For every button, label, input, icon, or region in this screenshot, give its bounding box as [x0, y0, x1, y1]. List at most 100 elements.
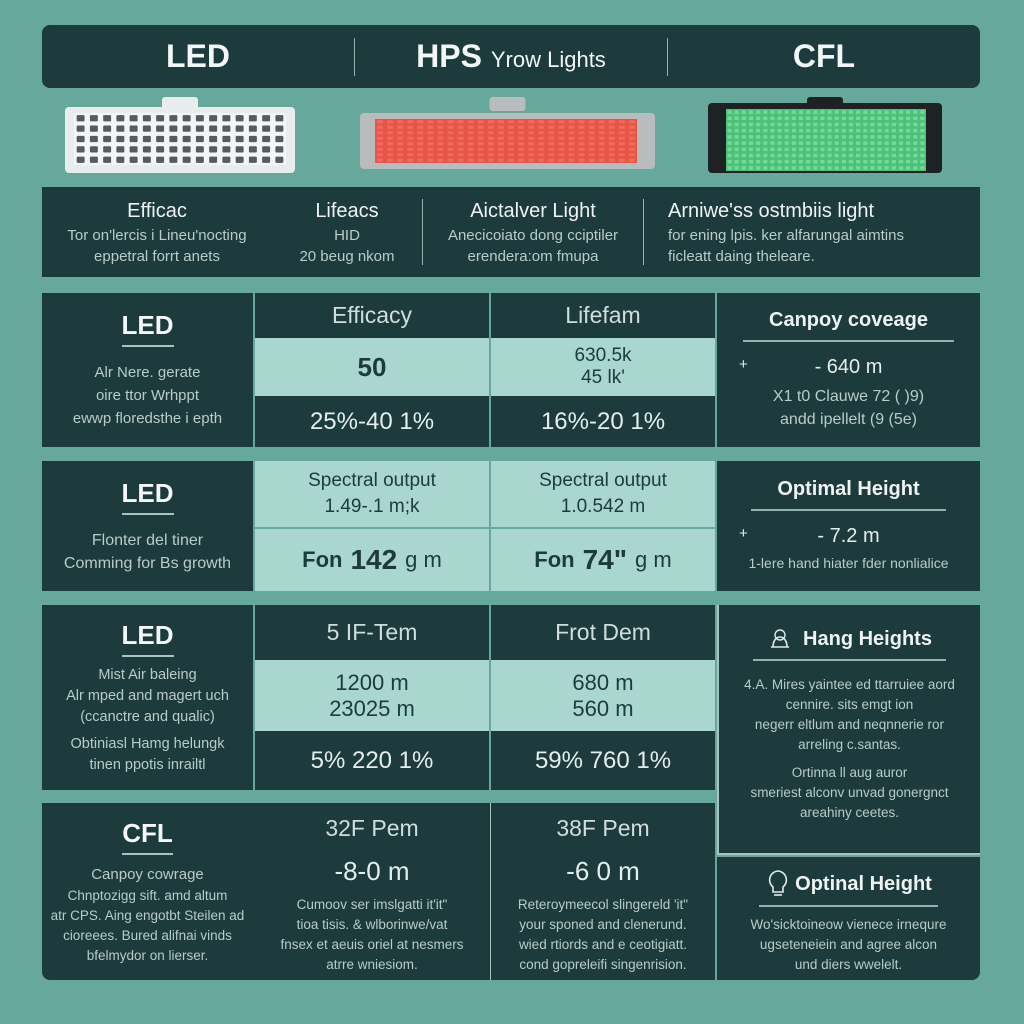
led-diode: [156, 125, 165, 132]
led-diode: [784, 159, 789, 164]
led-diode: [497, 153, 504, 157]
row2-label-cell: LED Flonter del tiner Comming for Bs grow…: [42, 461, 253, 591]
led-diode: [209, 135, 218, 143]
led-diode: [548, 153, 555, 157]
lamp-panel: [375, 119, 637, 163]
led-diode: [116, 146, 125, 153]
led-diode: [129, 156, 138, 163]
optimal-height-note-panel: Optinal Height Wo'sicktoineow vienece ir…: [717, 857, 980, 980]
led-diode: [235, 156, 244, 163]
led-diode: [477, 131, 484, 135]
led-diode: [906, 141, 911, 145]
led-diode: [827, 147, 832, 152]
led-diode: [497, 147, 504, 151]
led-diode: [827, 135, 832, 139]
led-diode: [262, 115, 271, 122]
led-diode: [618, 158, 625, 162]
led-diode: [548, 158, 555, 162]
led-diode: [116, 115, 125, 122]
led-diode: [856, 141, 861, 145]
led-diode: [568, 136, 575, 140]
row4-col3: 38F Pem -6 0 m Reteroymeecol slingereld …: [517, 815, 689, 972]
band-item: Efficac Tor on'lercis i Lineu'nocting eppe…: [67, 199, 247, 265]
led-diode: [628, 147, 635, 151]
led-diode: [884, 110, 889, 114]
led-diode: [129, 135, 138, 143]
led-diode: [791, 147, 796, 152]
led-diode: [777, 122, 782, 127]
led-diode: [397, 147, 404, 151]
led-diode: [417, 125, 424, 129]
value-cell: Fon 142 g m: [255, 529, 489, 591]
led-diode: [568, 158, 575, 162]
led-diode: [487, 136, 494, 140]
led-diode: [538, 120, 545, 124]
led-diode: [834, 166, 839, 170]
led-diode: [156, 146, 165, 153]
led-diode: [727, 116, 732, 121]
header-bar: LED HPS Yrow Lights CFL: [42, 25, 980, 88]
led-diode: [863, 153, 868, 158]
led-diode: [770, 135, 775, 139]
led-diode: [748, 116, 754, 121]
led-diode: [235, 125, 244, 132]
led-diode: [806, 166, 811, 170]
led-diode: [727, 141, 732, 145]
led-diode: [770, 166, 775, 170]
led-diode: [884, 166, 889, 170]
led-diode: [457, 125, 464, 129]
led-diode: [898, 135, 904, 139]
led-diode: [487, 153, 494, 157]
led-diode: [417, 131, 424, 135]
led-diode: [891, 135, 896, 139]
led-diode: [457, 158, 464, 162]
led-diode: [427, 120, 434, 124]
led-diode: [741, 159, 746, 164]
led-diode: [103, 135, 112, 143]
led-diode: [76, 156, 85, 163]
led-diode: [770, 110, 775, 114]
led-diode: [222, 135, 231, 143]
led-diode: [397, 131, 404, 135]
row-title: CFL: [122, 818, 173, 855]
divider: [422, 199, 423, 265]
led-diode: [568, 142, 575, 146]
led-diode: [156, 156, 165, 163]
led-diode: [913, 166, 918, 170]
led-diode: [877, 159, 882, 164]
led-diode: [741, 166, 746, 170]
led-diode: [906, 159, 911, 164]
led-diode: [262, 156, 271, 163]
led-diode: [841, 147, 846, 152]
led-diode: [756, 128, 761, 133]
led-diode: [588, 147, 595, 151]
led-diode: [763, 110, 768, 114]
led-diode: [777, 153, 782, 158]
led-diode: [870, 166, 875, 170]
led-diode: [548, 131, 555, 135]
led-diode: [377, 125, 384, 129]
led-diode: [248, 125, 257, 132]
led-diode: [763, 128, 768, 133]
led-diode: [748, 153, 754, 158]
led-diode: [407, 120, 414, 124]
divider: [354, 37, 355, 76]
led-diode: [798, 128, 804, 133]
led-diode: [377, 147, 384, 151]
led-diode: [856, 147, 861, 152]
led-diode: [548, 136, 555, 140]
led-diode: [813, 147, 818, 152]
led-diode: [834, 110, 839, 114]
led-diode: [618, 120, 625, 124]
led-diode: [913, 153, 918, 158]
led-diode: [734, 153, 739, 158]
row-title: LED: [121, 310, 174, 347]
led-diode: [447, 147, 454, 151]
led-diode: [417, 147, 424, 151]
led-diode: [763, 116, 768, 121]
led-diode: [870, 147, 875, 152]
led-diode: [248, 115, 257, 122]
led-diode: [538, 125, 545, 129]
led-diode: [518, 131, 525, 135]
led-diode: [820, 159, 825, 164]
